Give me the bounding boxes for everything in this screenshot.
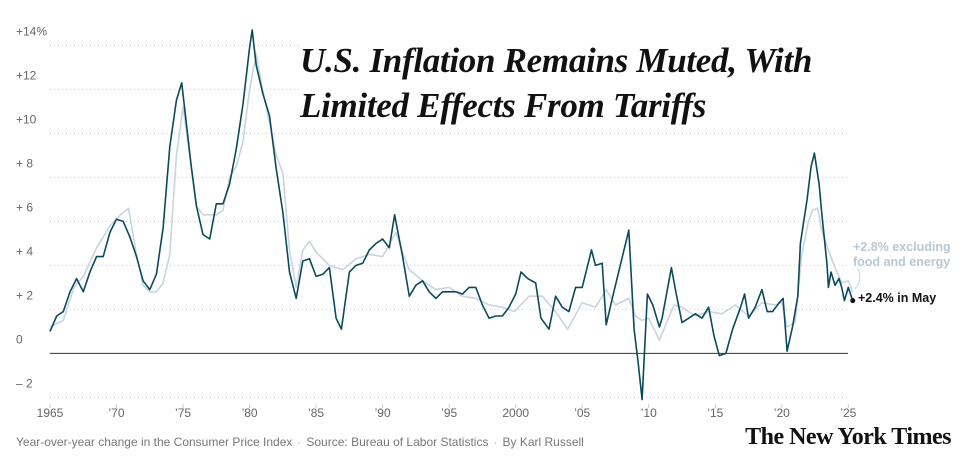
series-line bbox=[49, 53, 854, 341]
x-tick-label: ’10 bbox=[641, 406, 657, 420]
x-tick-label: ’15 bbox=[707, 406, 723, 420]
y-tick-label: +12 bbox=[16, 68, 37, 82]
x-tick-label: ’05 bbox=[574, 406, 590, 420]
x-tick-label: ’75 bbox=[175, 406, 191, 420]
x-tick-label: 2000 bbox=[502, 406, 529, 420]
x-tick-label: ’80 bbox=[242, 406, 258, 420]
series-line bbox=[49, 29, 854, 401]
x-tick-label: 1965 bbox=[37, 406, 64, 420]
x-tick-label: ’20 bbox=[774, 406, 790, 420]
y-tick-label: + 8 bbox=[16, 156, 33, 170]
x-tick-label: ’25 bbox=[840, 406, 856, 420]
y-tick-label: +14% bbox=[16, 24, 47, 38]
x-tick-label: ’95 bbox=[441, 406, 457, 420]
series-label: +2.8% excluding food and energy bbox=[853, 240, 951, 269]
y-tick-label: + 4 bbox=[16, 244, 33, 258]
x-tick-label: ’85 bbox=[308, 406, 324, 420]
separator: · bbox=[493, 435, 498, 449]
x-tick-label: ’90 bbox=[375, 406, 391, 420]
x-tick-label: ’70 bbox=[109, 406, 125, 420]
y-tick-label: – 2 bbox=[16, 376, 33, 390]
connector bbox=[854, 267, 861, 290]
footer: Year-over-year change in the Consumer Pr… bbox=[16, 435, 584, 449]
source: Source: Bureau of Labor Statistics bbox=[306, 435, 489, 449]
y-tick-label: +10 bbox=[16, 112, 37, 126]
end-dot bbox=[850, 298, 856, 304]
y-tick-label: + 6 bbox=[16, 200, 33, 214]
y-tick-label: 0 bbox=[16, 332, 23, 346]
byline: By Karl Russell bbox=[502, 435, 584, 449]
y-tick-label: + 2 bbox=[16, 288, 33, 302]
chart-title: U.S. Inflation Remains Muted, With Limit… bbox=[300, 38, 900, 128]
series-label: +2.4% in May bbox=[858, 291, 937, 305]
separator: · bbox=[297, 435, 302, 449]
note: Year-over-year change in the Consumer Pr… bbox=[16, 435, 293, 449]
logo: The New York Times bbox=[745, 424, 951, 450]
